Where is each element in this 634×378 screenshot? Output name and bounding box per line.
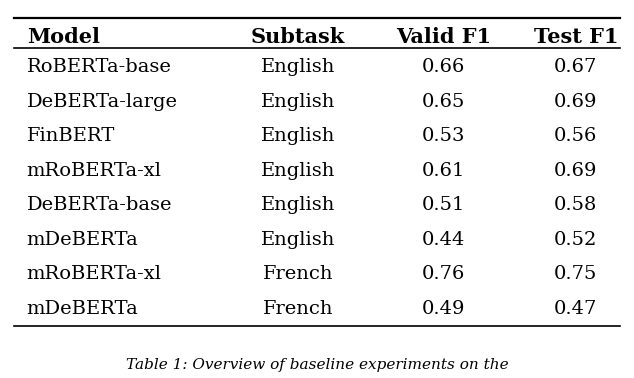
Text: 0.66: 0.66	[422, 58, 465, 76]
Text: Test F1: Test F1	[534, 27, 618, 47]
Text: English: English	[261, 231, 335, 249]
Text: DeBERTa-large: DeBERTa-large	[27, 93, 178, 111]
Text: 0.61: 0.61	[422, 162, 465, 180]
Text: 0.65: 0.65	[422, 93, 465, 111]
Text: 0.69: 0.69	[554, 93, 598, 111]
Text: mRoBERTa-xl: mRoBERTa-xl	[27, 162, 162, 180]
Text: Valid F1: Valid F1	[396, 27, 491, 47]
Text: DeBERTa-base: DeBERTa-base	[27, 196, 172, 214]
Text: mRoBERTa-xl: mRoBERTa-xl	[27, 265, 162, 284]
Text: 0.47: 0.47	[554, 300, 597, 318]
Text: French: French	[263, 300, 333, 318]
Text: English: English	[261, 162, 335, 180]
Text: 0.49: 0.49	[422, 300, 465, 318]
Text: FinBERT: FinBERT	[27, 127, 115, 145]
Text: mDeBERTa: mDeBERTa	[27, 300, 138, 318]
Text: Subtask: Subtask	[251, 27, 345, 47]
Text: 0.75: 0.75	[554, 265, 597, 284]
Text: 0.69: 0.69	[554, 162, 598, 180]
Text: 0.76: 0.76	[422, 265, 465, 284]
Text: English: English	[261, 58, 335, 76]
Text: English: English	[261, 196, 335, 214]
Text: 0.44: 0.44	[422, 231, 465, 249]
Text: 0.52: 0.52	[554, 231, 597, 249]
Text: French: French	[263, 265, 333, 284]
Text: Table 1: Overview of baseline experiments on the: Table 1: Overview of baseline experiment…	[126, 358, 508, 372]
Text: Model: Model	[27, 27, 100, 47]
Text: RoBERTa-base: RoBERTa-base	[27, 58, 172, 76]
Text: 0.53: 0.53	[422, 127, 465, 145]
Text: 0.58: 0.58	[554, 196, 597, 214]
Text: English: English	[261, 127, 335, 145]
Text: mDeBERTa: mDeBERTa	[27, 231, 138, 249]
Text: 0.51: 0.51	[422, 196, 465, 214]
Text: 0.56: 0.56	[554, 127, 597, 145]
Text: 0.67: 0.67	[554, 58, 597, 76]
Text: English: English	[261, 93, 335, 111]
